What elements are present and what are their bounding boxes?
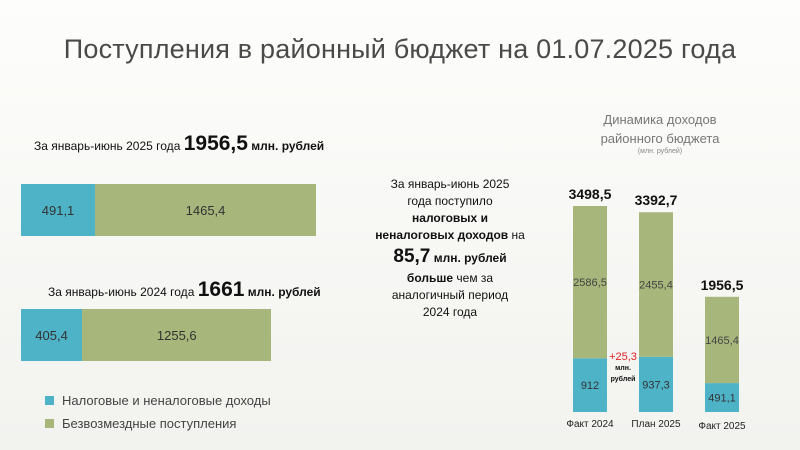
column-3-category-label: Факт 2025: [698, 421, 746, 432]
column-2-grant-label: 2455,4: [639, 280, 673, 292]
summary-line-3: налоговых и: [412, 211, 488, 225]
summary-amount: 85,7: [393, 246, 431, 267]
bar-2024-grant-label: 1255,6: [156, 327, 197, 343]
legend-swatch-grant: [45, 419, 54, 428]
column-3-tax-segment: [705, 383, 739, 412]
chart-title-line-2: районного бюджета: [600, 131, 720, 146]
summary-text: За январь-июнь 2025 года поступило налог…: [365, 176, 535, 321]
summary-line-1: За январь-июнь 2025: [390, 177, 510, 191]
dynamics-chart: 912 2586,5 3498,5 Факт 2024 937,3 2455,4 3392,…: [566, 186, 746, 432]
column-2-total-label: 3392,7: [635, 192, 678, 208]
difference-unit-2: рублей: [610, 376, 636, 383]
legend-item-tax: Налоговые и неналоговые доходы: [45, 389, 271, 412]
summary-amount-unit: млн. рублей: [433, 251, 507, 265]
summary-line-6: аналогичный период: [391, 288, 509, 302]
summary-amount-line: 85,7 млн. рублей: [365, 244, 535, 270]
summary-more-tail: чем за: [456, 271, 494, 285]
bar-2025-grant-label: 1465,4: [185, 202, 226, 218]
column-3-total-label: 1956,5: [701, 277, 744, 293]
column-1-grant-segment: [573, 206, 607, 359]
column-1-total-label: 3498,5: [569, 186, 612, 202]
column-3-grant-label: 1465,4: [705, 335, 739, 347]
chart-title-line-1: Динамика доходов: [603, 112, 717, 127]
caption-2024-total: 1661: [197, 278, 245, 301]
summary-line-5: больше чем за: [365, 270, 535, 287]
bar-2025-tax-segment: 491,1: [21, 184, 96, 236]
summary-line-7: 2024 года: [422, 305, 478, 319]
page-title: Поступления в районный бюджет на 01.07.2…: [63, 34, 737, 64]
column-3-grant-segment: [705, 296, 739, 384]
bar-2024: 405,4 1255,6: [21, 309, 272, 361]
legend-swatch-tax: [45, 396, 54, 405]
legend-label-tax: Налоговые и неналоговые доходы: [62, 393, 271, 408]
caption-2025-unit: млн. рублей: [251, 139, 325, 153]
chart-subtitle: (млн. рублей): [637, 148, 683, 155]
legend: Налоговые и неналоговые доходы Безвозмез…: [45, 389, 271, 435]
difference-value: +25,3: [609, 351, 637, 363]
column-3-tax-label: 491,1: [708, 393, 736, 405]
difference-note: +25,3 млн. рублей: [598, 352, 648, 385]
column-2-grant-segment: [639, 212, 673, 357]
column-2-tax-segment: [639, 356, 673, 412]
caption-2025-total: 1956,5: [183, 132, 248, 155]
caption-2024-unit: млн. рублей: [247, 285, 321, 299]
bar-2025-tax-label: 491,1: [41, 202, 75, 218]
caption-2024-prefix: За январь-июнь 2024 года: [48, 285, 195, 299]
chart-title: Динамика доходов районного бюджета: [590, 110, 730, 148]
bar-2024-tax-segment: 405,4: [21, 309, 83, 361]
caption-2025-prefix: За январь-июнь 2025 года: [34, 139, 181, 153]
column-1-grant-label: 2586,5: [573, 277, 607, 289]
column-1-category-label: Факт 2024: [566, 419, 614, 430]
summary-more-word: больше: [406, 271, 454, 285]
caption-2025: За январь-июнь 2025 года 1956,5 млн. руб…: [34, 132, 324, 156]
summary-line-4-bold: неналоговых доходов: [375, 228, 509, 242]
column-2-tax-label: 937,3: [642, 379, 670, 391]
bar-2024-grant-segment: 1255,6: [82, 309, 272, 361]
caption-2024: За январь-июнь 2024 года 1661 млн. рубле…: [48, 278, 321, 302]
column-1-tax-label: 912: [581, 380, 599, 392]
column-1-tax-segment: [573, 358, 607, 412]
summary-line-2: года поступило: [407, 194, 493, 208]
difference-unit-1: млн.: [615, 365, 631, 372]
summary-line-4-tail: на: [511, 228, 525, 242]
bar-2025: 491,1 1465,4: [21, 184, 316, 236]
bar-2025-grant-segment: 1465,4: [95, 184, 316, 236]
legend-item-grant: Безвозмездные поступления: [45, 412, 271, 435]
legend-label-grant: Безвозмездные поступления: [62, 416, 237, 431]
column-2-category-label: План 2025: [631, 419, 681, 430]
bar-2024-tax-label: 405,4: [35, 327, 68, 343]
summary-line-4: неналоговых доходов на: [365, 227, 535, 244]
